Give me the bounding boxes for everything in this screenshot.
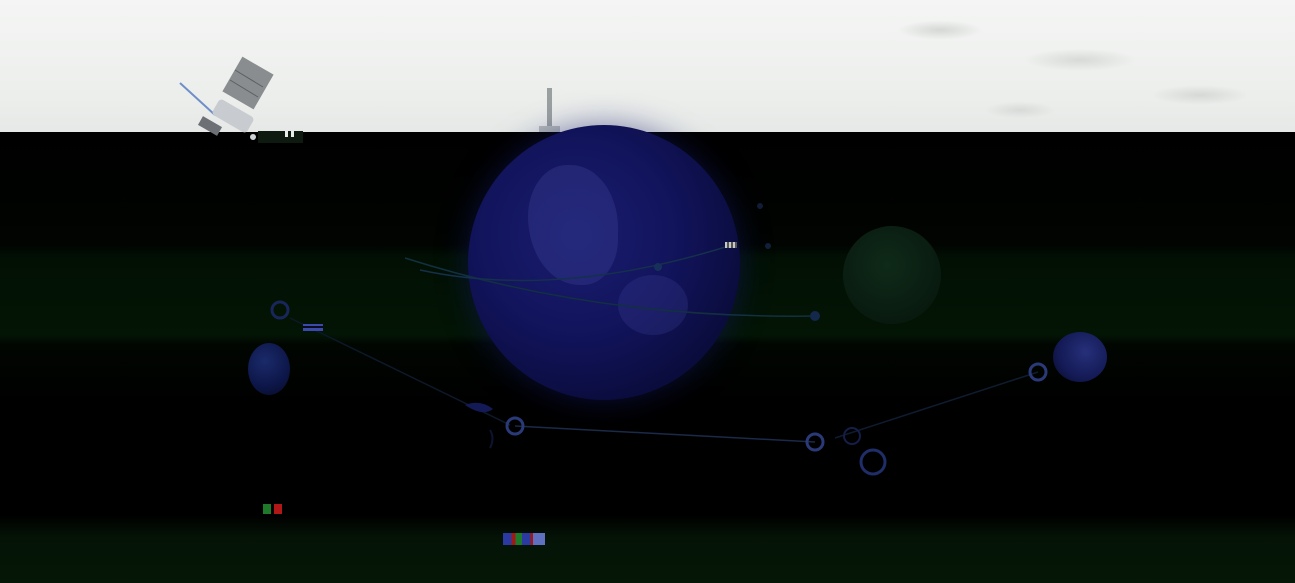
main-globe [468, 125, 740, 400]
green-red-flag-icon [263, 504, 283, 514]
antenna-tower-icon [539, 88, 560, 132]
red-block [274, 504, 282, 514]
satellite-icon [179, 56, 303, 143]
top-background-band [0, 0, 1295, 140]
blue-bar-icon [303, 324, 323, 331]
small-artifact-icon [725, 242, 737, 248]
left-globe [248, 343, 290, 395]
green-block [263, 504, 271, 514]
right-globe [843, 226, 941, 324]
multicolor-block-icon [503, 533, 545, 545]
right-crescent-globe [1053, 332, 1107, 382]
world-map-sketch [820, 0, 1290, 135]
